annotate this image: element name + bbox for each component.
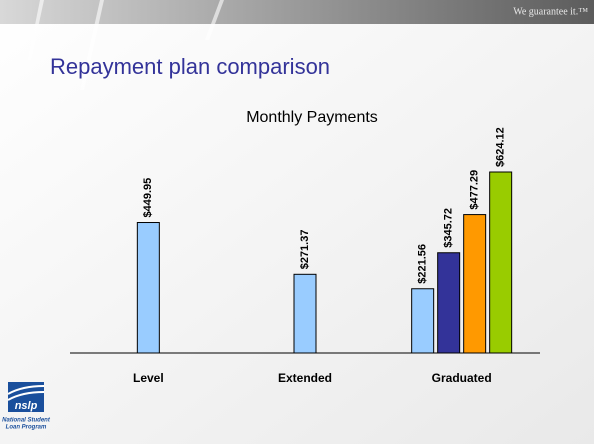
logo: nslp National Student Loan Program [2,382,51,431]
bar [136,222,160,354]
slogan: We guarantee it.™ [513,6,588,17]
data-label: $449.95 [142,178,154,218]
page-title: Repayment plan comparison [50,54,330,79]
header-band [0,0,594,24]
bar [293,273,317,354]
logo-swoosh [7,385,45,401]
logo-mark: nslp [15,400,38,412]
bar [489,171,513,354]
data-label: $477.29 [469,170,481,210]
logo-name: National Student [2,418,51,424]
data-label: $221.56 [417,244,429,284]
bar [463,214,487,354]
bar [437,252,461,354]
logo-name: Loan Program [6,425,47,431]
x-tick-label: Level [133,371,164,385]
bar [411,288,435,354]
chart-title: Monthly Payments [246,109,378,126]
data-label: $271.37 [299,230,311,270]
x-tick-label: Extended [278,371,332,385]
data-label: $624.12 [495,127,507,167]
data-label: $345.72 [443,208,455,248]
x-tick-label: Graduated [432,371,492,385]
